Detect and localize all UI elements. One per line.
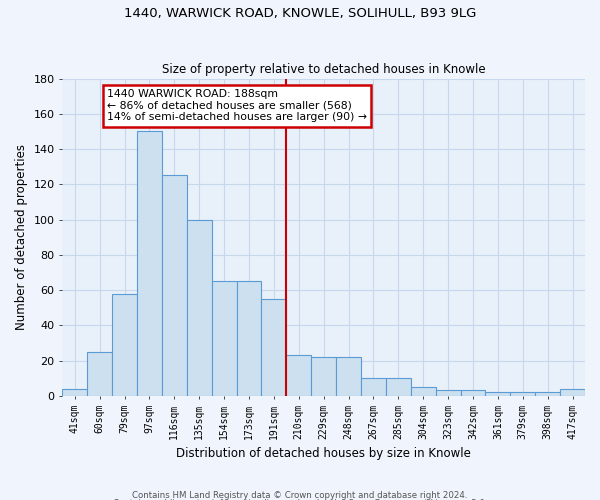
Bar xyxy=(187,220,212,396)
Bar xyxy=(286,355,311,396)
Bar xyxy=(62,388,87,396)
Bar xyxy=(311,357,336,396)
Bar xyxy=(461,390,485,396)
Bar xyxy=(137,132,162,396)
Bar xyxy=(212,281,236,396)
Y-axis label: Number of detached properties: Number of detached properties xyxy=(15,144,28,330)
Title: Size of property relative to detached houses in Knowle: Size of property relative to detached ho… xyxy=(162,63,485,76)
Bar xyxy=(436,390,461,396)
Bar xyxy=(386,378,411,396)
Bar xyxy=(112,294,137,396)
Bar xyxy=(511,392,535,396)
Bar xyxy=(411,387,436,396)
X-axis label: Distribution of detached houses by size in Knowle: Distribution of detached houses by size … xyxy=(176,447,471,460)
Bar xyxy=(485,392,511,396)
Bar xyxy=(162,176,187,396)
Text: 1440 WARWICK ROAD: 188sqm
← 86% of detached houses are smaller (568)
14% of semi: 1440 WARWICK ROAD: 188sqm ← 86% of detac… xyxy=(107,89,367,122)
Bar xyxy=(236,281,262,396)
Bar xyxy=(87,352,112,396)
Text: 1440, WARWICK ROAD, KNOWLE, SOLIHULL, B93 9LG: 1440, WARWICK ROAD, KNOWLE, SOLIHULL, B9… xyxy=(124,8,476,20)
Bar xyxy=(336,357,361,396)
Bar xyxy=(560,388,585,396)
Bar xyxy=(535,392,560,396)
Text: Contains HM Land Registry data © Crown copyright and database right 2024.: Contains HM Land Registry data © Crown c… xyxy=(132,490,468,500)
Bar xyxy=(361,378,386,396)
Bar xyxy=(262,299,286,396)
